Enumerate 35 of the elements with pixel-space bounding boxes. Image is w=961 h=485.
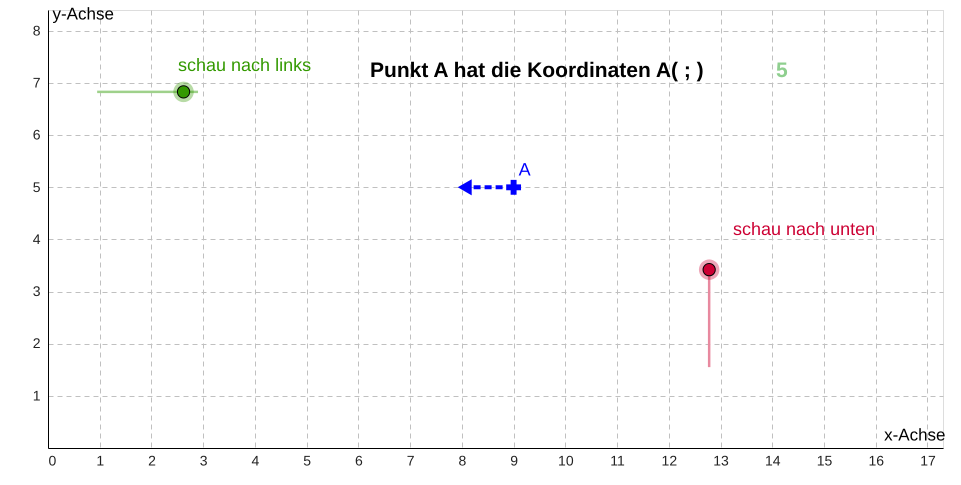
annotation: schau nach unten	[733, 219, 876, 239]
x-tick-label: 12	[662, 452, 678, 468]
y-tick-label: 8	[32, 22, 41, 38]
x-tick-label: 11	[610, 452, 626, 468]
x-tick-label: 14	[764, 452, 781, 468]
x-tick-label: 16	[868, 452, 884, 468]
point	[173, 82, 194, 102]
x-tick-label: 5	[303, 452, 312, 468]
x-tick-label: 6	[355, 452, 364, 468]
x-tick-label: 15	[816, 452, 833, 468]
annotation: 5	[776, 59, 788, 82]
y-tick-label: 2	[32, 335, 41, 352]
y-tick-label: 5	[32, 178, 41, 195]
x-tick-label: 13	[713, 452, 730, 468]
y-tick-label: 4	[32, 230, 41, 247]
x-tick-label: 7	[406, 452, 415, 468]
x-tick-label: 4	[252, 452, 260, 468]
text: Punkt A hat die Koordinaten A( ; )	[370, 59, 704, 82]
x-tick-label: 8	[458, 452, 466, 468]
point	[506, 180, 522, 195]
x-tick-label: 9	[510, 452, 518, 468]
x-tick-label: 3	[200, 452, 208, 468]
x-tick-label: 0	[48, 452, 56, 468]
x-tick-label: 10	[558, 452, 574, 468]
x-tick-label: 1	[96, 452, 104, 468]
y-tick-label: 6	[32, 126, 41, 143]
series-label: A	[518, 159, 531, 180]
y-axis-title: y-Achse	[52, 4, 114, 24]
y-tick-label: 1	[32, 387, 41, 404]
annotation: schau nach links	[178, 55, 312, 75]
x-axis-title: x-Achse	[884, 426, 946, 444]
y-tick-label: 3	[32, 283, 41, 300]
x-tick-label: 2	[148, 452, 156, 468]
y-tick-label: 7	[32, 74, 41, 90]
x-tick-label: 17	[920, 452, 936, 468]
